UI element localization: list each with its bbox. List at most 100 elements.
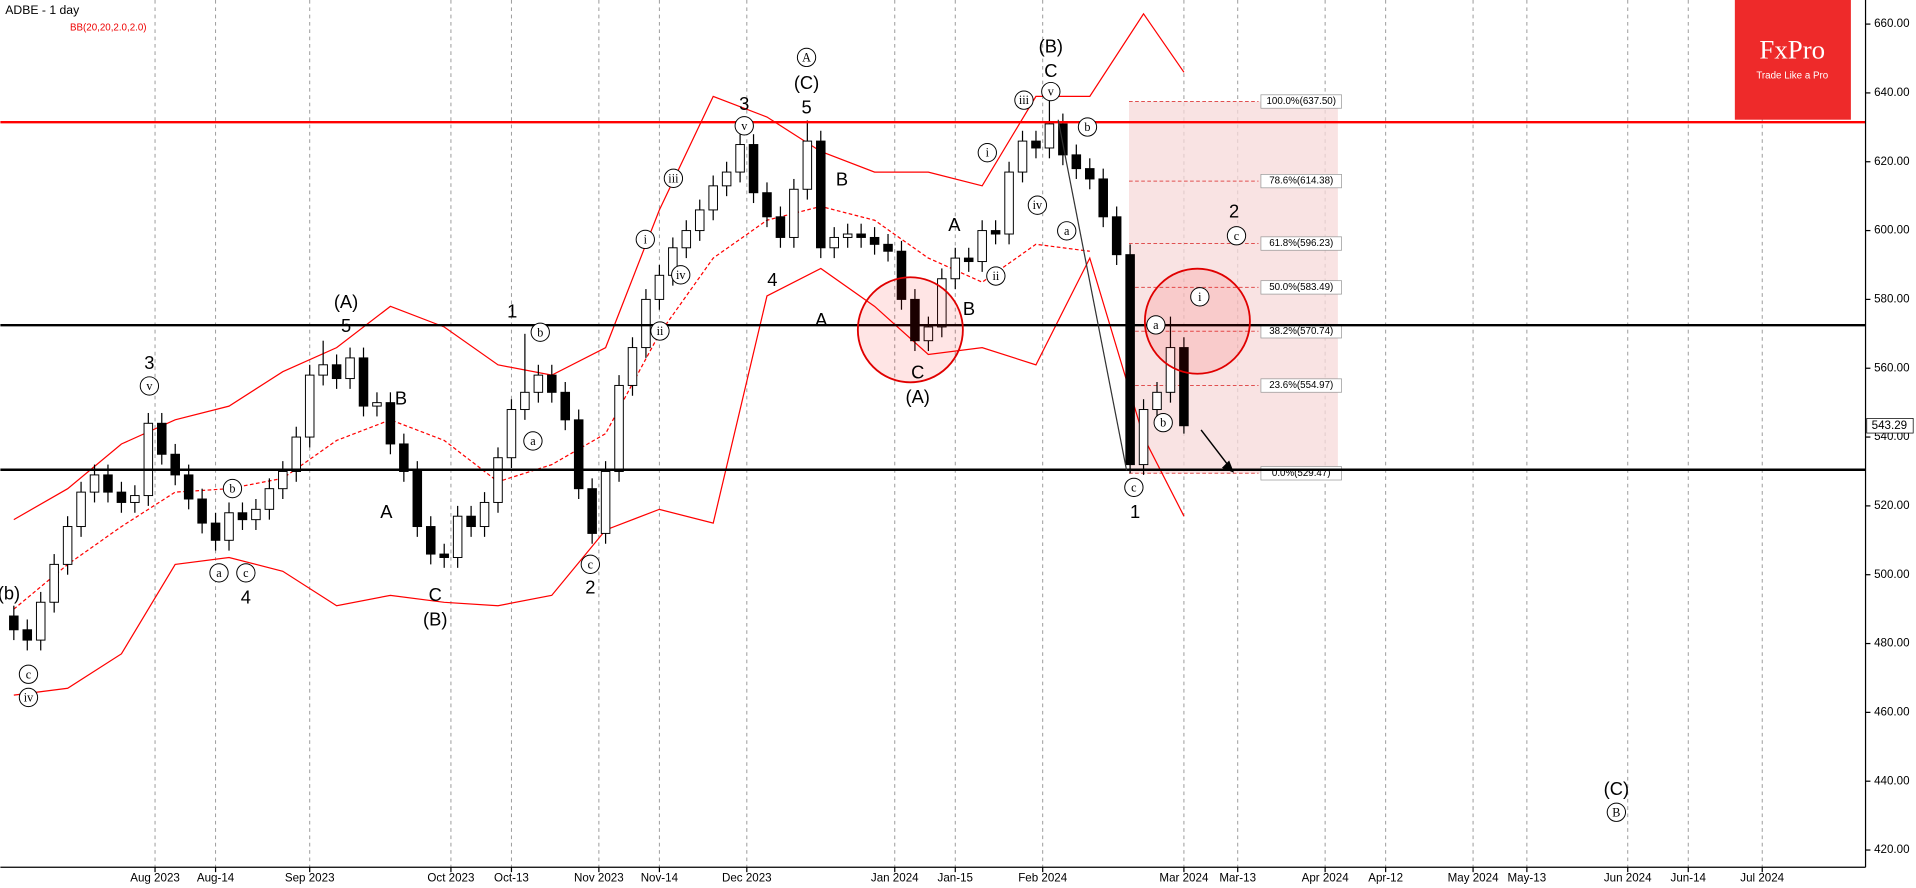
candle-body [1031, 140, 1041, 149]
candle-body [842, 233, 853, 238]
wave-label: v [146, 379, 153, 393]
x-tick-label: Jun-14 [1671, 871, 1707, 884]
candle-body [573, 419, 584, 490]
x-tick-label: Dec 2023 [722, 871, 772, 884]
levels-layer [0, 120, 1866, 471]
candle-body [1058, 123, 1068, 156]
wave-label: B [1612, 805, 1620, 819]
wave-label: 3 [739, 93, 749, 114]
wave-circle [1226, 226, 1247, 246]
wave-circle [1057, 221, 1077, 241]
candle-body [963, 257, 974, 263]
fib-label: 100.0%(637.50) [1266, 96, 1336, 107]
wave-circle [1014, 90, 1034, 110]
y-tick-label: 580.00 [1874, 292, 1909, 305]
wave-label: A [815, 309, 828, 330]
x-tick-label: Nov-14 [641, 871, 679, 884]
wave-label: 5 [341, 315, 351, 336]
x-tick-label: May-13 [1508, 871, 1547, 884]
candle-body [990, 230, 1001, 235]
wave-label: b [229, 482, 235, 496]
wave-circle [635, 229, 655, 250]
wave-label: a [1064, 224, 1070, 238]
wave-circle [663, 168, 684, 188]
candle-body [1004, 171, 1014, 235]
wave-label: iv [24, 690, 34, 704]
wave-circle [734, 116, 754, 136]
logo-box [1734, 0, 1851, 120]
candle-body [560, 391, 571, 421]
candle-body [345, 357, 355, 380]
candle-body [681, 230, 692, 249]
wave-label: (C) [1604, 778, 1629, 799]
last-price-label: 543.29 [1872, 419, 1907, 432]
y-tick-label: 480.00 [1874, 637, 1909, 650]
fib-label-box [1260, 378, 1342, 393]
candle-body [385, 402, 396, 445]
wave-circle [1041, 81, 1061, 102]
candle-body [49, 563, 59, 603]
candle-body [1138, 409, 1149, 466]
wave-label: iv [1033, 198, 1043, 212]
candle-body [1071, 154, 1082, 170]
candle-body [103, 474, 113, 493]
candle-body [304, 374, 315, 438]
x-tick-label: Oct 2023 [427, 871, 474, 884]
wave-label: (b) [0, 583, 20, 604]
wave-circle [1146, 315, 1166, 335]
wave-label: iii [1019, 93, 1030, 107]
candle-body [157, 422, 167, 455]
candle-body [76, 491, 86, 528]
candle-body [1098, 178, 1108, 218]
candle-body [923, 326, 934, 342]
x-tick-label: Jul 2024 [1740, 871, 1784, 884]
candle-body [35, 601, 46, 641]
wave-circle [18, 687, 39, 708]
candle-body [600, 470, 611, 534]
wave-label: ii [992, 269, 999, 283]
wave-circle [1606, 802, 1627, 822]
wave-circle [580, 554, 600, 574]
candle-body [291, 436, 302, 472]
candle-body [372, 402, 382, 407]
wave-label: A [948, 214, 961, 235]
wave-label: 4 [241, 586, 251, 607]
x-tick-label: Aug-14 [197, 871, 235, 884]
candle-body [143, 422, 154, 497]
wave-label: C [911, 362, 924, 383]
candle-body [116, 491, 127, 503]
chart-title: ADBE - 1 day [5, 3, 80, 17]
wave-label: 5 [801, 97, 811, 118]
candle-body [883, 243, 893, 252]
candle-body [829, 236, 839, 249]
band-upper [13, 12, 1185, 521]
wave-label: (B) [423, 608, 447, 629]
projection-arrow [1200, 429, 1230, 468]
candle-body [412, 470, 423, 528]
candle-body [520, 391, 530, 411]
x-tick-label: Mar-13 [1219, 871, 1256, 884]
wave-circle [1124, 477, 1144, 498]
axis-layer: Aug 2023 Aug-14 Sep 2023 Oct 2023 Oct-13 Nov … [130, 17, 1914, 884]
wave-label: 2 [585, 577, 595, 598]
wave-label: a [1153, 318, 1159, 332]
candle-body [318, 364, 328, 376]
candle-body [9, 615, 19, 631]
candle-body [856, 233, 866, 238]
wave-label: (C) [794, 72, 819, 93]
candle-body [479, 501, 490, 528]
wave-label: i [986, 146, 990, 160]
candle-body [1017, 140, 1028, 173]
wave-label: b [537, 325, 543, 339]
wave-circle [986, 266, 1006, 286]
x-tick-label: Apr-12 [1368, 871, 1403, 884]
arrow-head [1221, 460, 1235, 473]
wave-label: (A) [334, 291, 358, 312]
x-tick-label: Jun 2024 [1604, 871, 1652, 884]
y-tick-label: 500.00 [1874, 568, 1909, 581]
wave-label: 4 [767, 269, 777, 290]
y-tick-label: 560.00 [1874, 361, 1909, 374]
candle-body [896, 250, 907, 300]
y-tick-label: 440.00 [1874, 774, 1909, 787]
